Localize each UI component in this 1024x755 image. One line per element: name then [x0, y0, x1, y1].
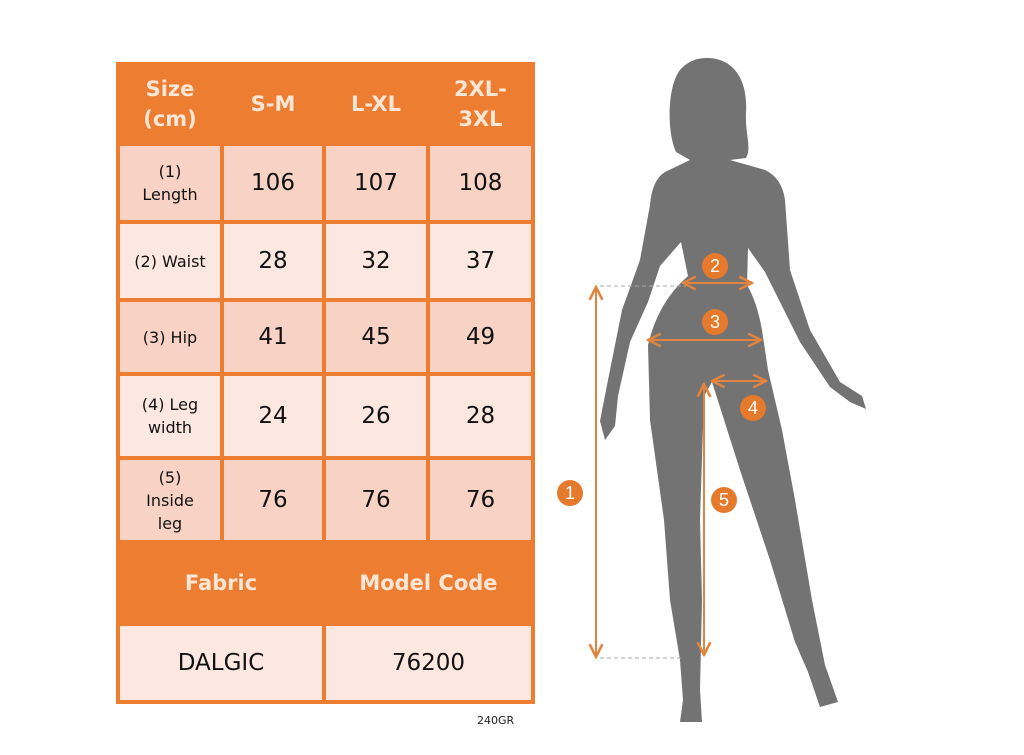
size-chart-table: Size (cm) S-M L-XL 2XL-3XL (1) Length 10… — [116, 62, 535, 704]
cell: 37 — [426, 220, 535, 302]
fabric-weight-note: 240GR — [477, 714, 515, 727]
marker-2: 2 — [710, 256, 720, 276]
header-s-m: S-M — [220, 62, 326, 146]
table-row: (3) Hip 41 45 49 — [116, 298, 535, 376]
table-row: (1) Length 106 107 108 — [116, 142, 535, 224]
fabric-value: DALGIC — [116, 622, 326, 704]
cell: 32 — [322, 220, 430, 302]
header-l-xl: L-XL — [322, 62, 430, 146]
header-fabric: Fabric — [116, 540, 326, 626]
marker-4: 4 — [748, 398, 758, 418]
header-size: Size (cm) — [116, 62, 224, 146]
table-row: (5) Inside leg 76 76 76 — [116, 456, 535, 544]
marker-3: 3 — [710, 312, 720, 332]
row-label: (3) Hip — [116, 298, 224, 376]
row-label: (5) Inside leg — [116, 456, 224, 544]
cell: 106 — [220, 142, 326, 224]
marker-1: 1 — [565, 483, 575, 503]
row-label: (4) Leg width — [116, 372, 224, 460]
header-model-code: Model Code — [322, 540, 535, 626]
cell: 26 — [322, 372, 430, 460]
cell: 24 — [220, 372, 326, 460]
cell: 76 — [322, 456, 430, 544]
marker-badges: 1 2 3 4 5 — [557, 253, 766, 513]
cell: 41 — [220, 298, 326, 376]
table-row: (4) Leg width 24 26 28 — [116, 372, 535, 460]
model-code-value: 76200 — [322, 622, 535, 704]
header-row: Size (cm) S-M L-XL 2XL-3XL — [116, 62, 535, 146]
footer-row: DALGIC 76200 — [116, 622, 535, 704]
cell: 107 — [322, 142, 430, 224]
cell: 28 — [426, 372, 535, 460]
footer-header-row: Fabric Model Code — [116, 540, 535, 626]
cell: 28 — [220, 220, 326, 302]
row-label: (1) Length — [116, 142, 224, 224]
marker-5: 5 — [719, 490, 729, 510]
table-row: (2) Waist 28 32 37 — [116, 220, 535, 302]
cell: 108 — [426, 142, 535, 224]
header-2xl-3xl: 2XL-3XL — [426, 62, 535, 146]
row-label: (2) Waist — [116, 220, 224, 302]
cell: 76 — [426, 456, 535, 544]
cell: 49 — [426, 298, 535, 376]
cell: 45 — [322, 298, 430, 376]
cell: 76 — [220, 456, 326, 544]
measurement-guides — [596, 283, 766, 658]
woman-silhouette — [600, 58, 866, 722]
